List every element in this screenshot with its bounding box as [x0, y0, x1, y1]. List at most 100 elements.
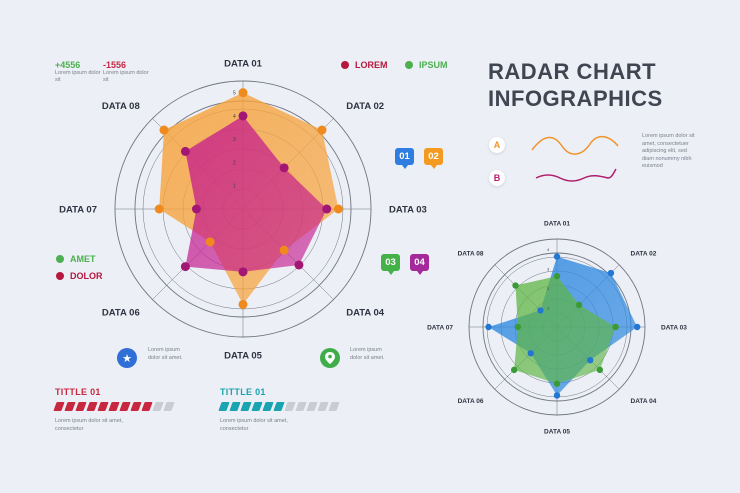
- legend-lorem-label: LOREM: [355, 60, 388, 70]
- small-tick-label: 3: [547, 266, 550, 271]
- large-category-label: DATA 04: [346, 308, 385, 319]
- page-title: RADAR CHART INFOGRAPHICS: [488, 58, 663, 112]
- small-series-1-point: [485, 323, 492, 331]
- legend-amet-label: AMET: [70, 254, 96, 264]
- large-category-label: DATA 07: [59, 204, 97, 215]
- pin-block-text: Lorem ipsum dolor sit amet.: [350, 347, 385, 361]
- large-series-1-point: [279, 245, 289, 255]
- legend-amet-dot: [56, 255, 64, 263]
- small-category-label: DATA 06: [458, 398, 484, 405]
- stat-negative-value: -1556: [103, 60, 127, 70]
- badge-04: 04: [410, 254, 429, 275]
- large-tick-label: 4: [233, 114, 236, 120]
- small-category-label: DATA 05: [544, 428, 570, 435]
- small-series-2-point: [553, 272, 561, 280]
- small-series-1-point: [633, 323, 641, 331]
- small-series-2-area: [514, 276, 616, 384]
- progress-block-1: TITTLE 01 Lorem ipsum dolor sit amet, co…: [53, 387, 175, 433]
- large-series-2-point: [180, 146, 190, 156]
- small-category-label: DATA 02: [631, 251, 657, 258]
- star-icon: ★: [117, 348, 137, 368]
- large-series-2-point: [238, 111, 248, 121]
- legend-b-circle: B: [489, 170, 505, 186]
- title-line-2: INFOGRAPHICS: [488, 86, 663, 111]
- large-series-2-point: [322, 204, 332, 214]
- small-series-2-point: [575, 301, 583, 309]
- stat-negative: -1556 Lorem ipsum dolor sit: [103, 60, 155, 84]
- large-series-1-point: [205, 237, 215, 247]
- location-pin-icon: [320, 348, 340, 368]
- progress-1-text: Lorem ipsum dolor sit amet, consectetur: [55, 418, 123, 432]
- large-series-2-point: [191, 204, 201, 214]
- small-series-1-point: [586, 356, 594, 364]
- large-series-2-point: [238, 267, 248, 277]
- legend-a-circle: A: [489, 137, 505, 153]
- stat-positive-value: +4556: [55, 60, 81, 70]
- large-series-1-point: [154, 204, 164, 214]
- legend-dolor: DOLOR: [56, 271, 103, 281]
- large-tick-label: 5: [233, 91, 236, 97]
- large-tick-label: 1: [233, 184, 236, 190]
- small-series-1-point: [537, 307, 544, 314]
- small-series-2-point: [553, 380, 561, 387]
- small-series-2-point: [514, 323, 522, 331]
- large-tick-label: 2: [233, 160, 236, 166]
- badge-02: 02: [424, 148, 443, 169]
- legend-ipsum-dot: [405, 61, 413, 69]
- large-series-1-point: [333, 204, 343, 214]
- large-category-label: DATA 03: [389, 204, 427, 215]
- large-series-2-point: [180, 262, 190, 272]
- large-series-1-point: [238, 299, 248, 309]
- large-category-label: DATA 08: [102, 101, 140, 112]
- small-tick-label: 2: [547, 286, 550, 291]
- small-series-1-point: [553, 253, 561, 260]
- progress-2-title: TITTLE 01: [220, 387, 266, 397]
- large-category-label: DATA 06: [102, 308, 140, 319]
- small-category-label: DATA 07: [427, 324, 453, 331]
- large-tick-label: 3: [233, 137, 236, 143]
- small-series-1-point: [607, 269, 615, 277]
- legend-lorem-dot: [341, 61, 349, 69]
- legend-ipsum: IPSUM: [405, 60, 448, 70]
- small-series-2-point: [510, 366, 518, 374]
- small-series-2-point: [512, 282, 519, 289]
- large-category-label: DATA 02: [346, 101, 384, 112]
- legend-dolor-dot: [56, 272, 64, 280]
- progress-1-title: TITTLE 01: [55, 387, 101, 397]
- wave-a-icon: [531, 135, 619, 155]
- badge-03: 03: [381, 254, 400, 275]
- small-series-1-point: [527, 350, 534, 357]
- title-line-1: RADAR CHART: [488, 59, 657, 84]
- large-category-label: DATA 05: [224, 350, 263, 361]
- large-series-2-area: [185, 115, 327, 272]
- small-category-label: DATA 04: [631, 398, 657, 405]
- large-series-1-point: [159, 125, 169, 135]
- small-category-label: DATA 03: [661, 324, 687, 331]
- wave-b-icon: [535, 168, 617, 182]
- large-series-1-point: [317, 125, 327, 135]
- small-category-label: DATA 01: [544, 220, 570, 227]
- stat-negative-desc: Lorem ipsum dolor sit: [103, 70, 149, 83]
- legend-lorem: LOREM: [341, 60, 388, 70]
- small-series-2-point: [612, 323, 619, 331]
- legend-ipsum-label: IPSUM: [419, 60, 448, 70]
- stat-positive-desc: Lorem ipsum dolor sit: [55, 70, 101, 83]
- small-series-2-point: [596, 366, 604, 374]
- progress-2-text: Lorem ipsum dolor sit amet, consectetur: [220, 418, 288, 432]
- large-series-1-point: [238, 88, 248, 98]
- small-category-label: DATA 08: [458, 251, 484, 258]
- legend-amet: AMET: [56, 254, 96, 264]
- small-tick-label: 4: [547, 247, 550, 252]
- stat-positive: +4556 Lorem ipsum dolor sit: [55, 60, 107, 84]
- large-category-label: DATA 01: [224, 58, 263, 69]
- small-series-1-point: [553, 392, 561, 399]
- ab-legend-text: Lorem ipsum dolor sit amet, consectetuer…: [642, 133, 695, 169]
- star-block-text: Lorem ipsum dolor sit amet.: [148, 347, 183, 361]
- small-tick-label: 1: [547, 305, 550, 310]
- legend-dolor-label: DOLOR: [70, 271, 103, 281]
- large-series-2-point: [294, 260, 304, 270]
- badge-01: 01: [395, 148, 414, 169]
- progress-block-2: TITTLE 01 Lorem ipsum dolor sit amet, co…: [218, 387, 340, 433]
